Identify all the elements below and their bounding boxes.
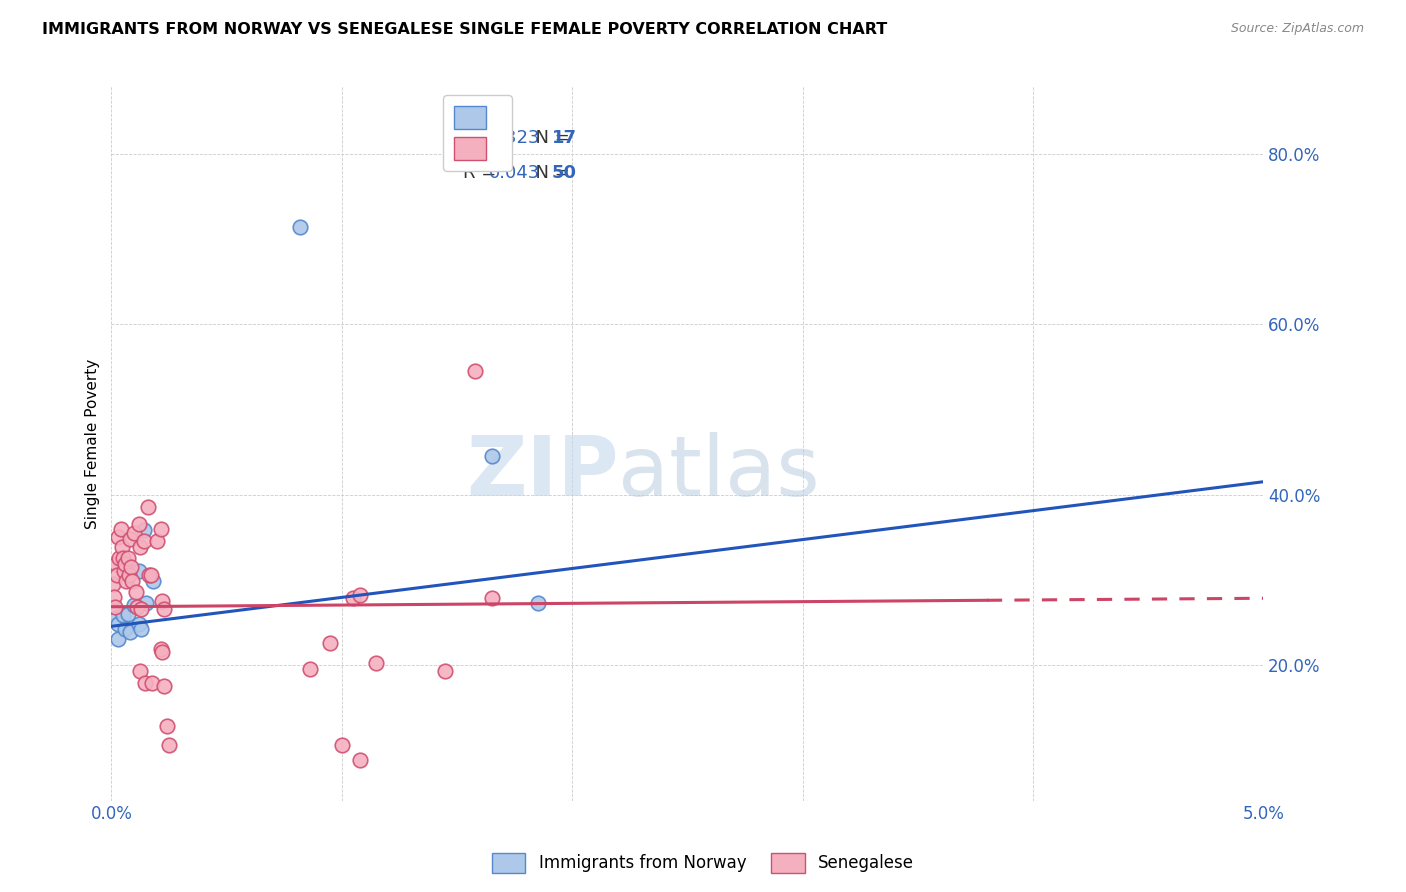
Text: R =: R = <box>463 128 502 147</box>
Point <box>124 585 146 599</box>
Point <box>124 525 146 540</box>
Point <box>319 636 342 650</box>
Point <box>135 596 157 610</box>
Point <box>153 679 176 693</box>
Point <box>149 642 172 657</box>
Point <box>349 588 371 602</box>
Point <box>526 596 548 610</box>
Point <box>129 665 152 679</box>
Point <box>136 500 159 515</box>
Point <box>111 608 134 623</box>
Legend: Immigrants from Norway, Senegalese: Immigrants from Norway, Senegalese <box>485 847 921 880</box>
Text: R =: R = <box>463 164 502 183</box>
Point <box>156 719 179 733</box>
Point <box>111 551 134 566</box>
Point <box>349 753 371 767</box>
Point <box>125 599 148 614</box>
Point <box>149 522 172 536</box>
Point <box>128 564 150 578</box>
Point <box>150 645 173 659</box>
Text: 0.323: 0.323 <box>489 128 541 147</box>
Point <box>112 564 135 578</box>
Point <box>124 598 146 612</box>
Point <box>118 532 141 546</box>
Point <box>330 739 353 753</box>
Point <box>107 530 129 544</box>
Point <box>107 632 129 646</box>
Point <box>101 576 124 591</box>
Point <box>131 622 153 636</box>
Text: 50: 50 <box>551 164 576 183</box>
Point <box>131 602 153 616</box>
Point <box>117 551 139 566</box>
Text: ZIP: ZIP <box>465 432 619 513</box>
Point <box>107 616 129 631</box>
Point <box>132 534 155 549</box>
Point <box>150 594 173 608</box>
Point <box>117 607 139 621</box>
Legend: , : , <box>443 95 512 170</box>
Point <box>128 517 150 532</box>
Point <box>434 665 457 679</box>
Point <box>108 551 131 566</box>
Point <box>110 522 132 536</box>
Point <box>138 568 160 582</box>
Point <box>342 591 364 606</box>
Point <box>120 559 142 574</box>
Text: N =: N = <box>524 164 575 183</box>
Point <box>146 534 169 549</box>
Point <box>114 622 136 636</box>
Text: Source: ZipAtlas.com: Source: ZipAtlas.com <box>1230 22 1364 36</box>
Text: atlas: atlas <box>619 432 820 513</box>
Text: 17: 17 <box>551 128 576 147</box>
Point <box>139 568 162 582</box>
Text: N =: N = <box>524 128 575 147</box>
Point <box>134 676 156 690</box>
Point <box>111 540 134 554</box>
Point <box>105 568 128 582</box>
Point <box>104 599 127 614</box>
Point <box>103 590 125 604</box>
Point <box>481 591 503 606</box>
Point <box>141 676 163 690</box>
Point <box>115 574 138 589</box>
Point <box>105 611 128 625</box>
Point <box>290 219 312 234</box>
Point <box>132 523 155 537</box>
Point <box>464 364 486 378</box>
Point <box>481 449 503 463</box>
Point <box>118 625 141 640</box>
Point <box>153 602 176 616</box>
Point <box>298 662 321 676</box>
Point <box>366 656 388 670</box>
Point <box>114 558 136 572</box>
Point <box>128 616 150 631</box>
Point <box>129 540 152 554</box>
Point <box>142 574 165 589</box>
Point <box>105 558 128 572</box>
Y-axis label: Single Female Poverty: Single Female Poverty <box>86 359 100 529</box>
Text: IMMIGRANTS FROM NORWAY VS SENEGALESE SINGLE FEMALE POVERTY CORRELATION CHART: IMMIGRANTS FROM NORWAY VS SENEGALESE SIN… <box>42 22 887 37</box>
Point <box>157 739 180 753</box>
Text: 0.043: 0.043 <box>489 164 540 183</box>
Point <box>121 574 143 589</box>
Point <box>118 568 141 582</box>
